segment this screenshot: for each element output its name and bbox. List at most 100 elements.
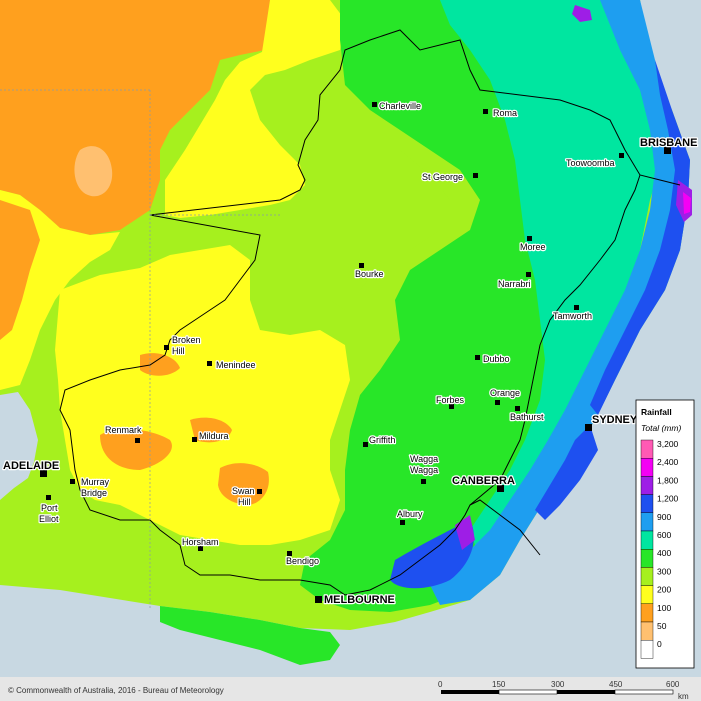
scale-segment-4 bbox=[614, 689, 674, 695]
label-sydney: SYDNEY bbox=[592, 414, 638, 426]
zone-100-200-swanhill bbox=[218, 463, 269, 505]
marker-melbourne bbox=[315, 596, 322, 603]
label-dubbo: Dubbo bbox=[483, 354, 510, 364]
legend-swatch bbox=[640, 621, 654, 641]
marker-swan-hill bbox=[257, 489, 262, 494]
label-horsham: Horsham bbox=[182, 537, 219, 547]
marker-mildura bbox=[192, 437, 197, 442]
footer-band bbox=[0, 677, 701, 701]
border-act bbox=[469, 174, 641, 506]
label-adelaide: ADELAIDE bbox=[3, 460, 59, 472]
label-renmark: Renmark bbox=[105, 425, 142, 435]
zone-100-200-west bbox=[0, 200, 40, 340]
zone-200-300-central bbox=[55, 245, 350, 545]
marker-orange bbox=[495, 400, 500, 405]
zone-100-200-mildura bbox=[190, 417, 232, 443]
legend-label: 900 bbox=[657, 512, 671, 522]
legend: Rainfall Total (mm) 3,200 2,400 1,800 1,200… bbox=[635, 399, 695, 669]
victoria-coast bbox=[160, 606, 340, 665]
label-wagga-1: Wagga bbox=[410, 454, 438, 464]
legend-swatch bbox=[640, 458, 654, 477]
legend-label: 200 bbox=[657, 585, 671, 595]
label-bridge: Bridge bbox=[81, 488, 107, 498]
zone-300-400-inner bbox=[320, 150, 450, 310]
legend-swatch bbox=[640, 494, 654, 514]
scale-bar: 0 150 300 450 600 km bbox=[438, 680, 689, 701]
legend-swatches: 3,200 2,400 1,800 1,200 900 600 400 300 200 100 50… bbox=[640, 439, 679, 659]
zone-200-300-upper bbox=[165, 0, 345, 218]
marker-bendigo bbox=[287, 551, 292, 556]
marker-menindee bbox=[207, 361, 212, 366]
marker-charleville bbox=[372, 102, 377, 107]
marker-albury bbox=[400, 520, 405, 525]
marker-adelaide bbox=[40, 470, 47, 477]
marker-renmark bbox=[135, 438, 140, 443]
marker-murray-bridge bbox=[70, 479, 75, 484]
marker-sydney bbox=[585, 424, 592, 431]
label-canberra: CANBERRA bbox=[452, 475, 515, 487]
scale-segment-3 bbox=[557, 690, 615, 694]
label-melbourne: MELBOURNE bbox=[324, 594, 395, 606]
label-bathurst: Bathurst bbox=[510, 412, 544, 422]
zone-1800-2400-ne bbox=[572, 5, 592, 22]
zone-50-100 bbox=[74, 146, 113, 197]
zone-600-900 bbox=[440, 0, 665, 560]
copyright-text: © Commonwealth of Australia, 2016 - Bure… bbox=[8, 686, 224, 695]
marker-toowoomba bbox=[619, 153, 624, 158]
label-broken: Broken bbox=[172, 335, 201, 345]
legend-swatch bbox=[640, 549, 654, 568]
label-forbes: Forbes bbox=[436, 395, 465, 405]
label-brisbane: BRISBANE bbox=[640, 137, 697, 149]
zone-400-600 bbox=[300, 0, 575, 612]
legend-subtitle: Total (mm) bbox=[641, 423, 681, 433]
legend-label: 1,800 bbox=[657, 475, 679, 485]
label-bendigo: Bendigo bbox=[286, 556, 319, 566]
marker-tamworth bbox=[574, 305, 579, 310]
legend-label: 0 bbox=[657, 639, 662, 649]
zone-2400-3200 bbox=[683, 192, 691, 214]
label-tamworth: Tamworth bbox=[553, 311, 592, 321]
zone-900-1200 bbox=[430, 0, 690, 605]
label-elliot: Elliot bbox=[39, 514, 59, 524]
scale-unit: km bbox=[678, 692, 689, 701]
label-orange: Orange bbox=[490, 388, 520, 398]
marker-bathurst bbox=[515, 406, 520, 411]
label-charleville: Charleville bbox=[379, 101, 421, 111]
label-swan-hill: Hill bbox=[238, 497, 251, 507]
marker-port-elliot bbox=[46, 495, 51, 500]
legend-title: Rainfall bbox=[641, 407, 672, 417]
legend-label: 400 bbox=[657, 548, 671, 558]
scale-tick-450: 450 bbox=[609, 680, 623, 689]
label-murray: Murray bbox=[81, 477, 110, 487]
scale-segment-1 bbox=[441, 690, 499, 694]
label-griffith: Griffith bbox=[369, 435, 395, 445]
marker-roma bbox=[483, 109, 488, 114]
border-qld-nsw bbox=[149, 29, 681, 216]
legend-swatch bbox=[640, 439, 654, 459]
marker-horsham bbox=[198, 546, 203, 551]
legend-swatch bbox=[640, 603, 654, 623]
legend-label: 3,200 bbox=[657, 439, 679, 449]
legend-label: 2,400 bbox=[657, 457, 679, 467]
gulf-water bbox=[0, 392, 38, 500]
legend-swatch bbox=[640, 512, 654, 532]
label-port: Port bbox=[41, 503, 58, 513]
zone-100-200-nw bbox=[0, 0, 280, 235]
scale-tick-0: 0 bbox=[438, 680, 443, 689]
marker-st-george bbox=[473, 173, 478, 178]
marker-canberra bbox=[497, 485, 504, 492]
marker-brisbane bbox=[664, 147, 671, 154]
label-wagga-2: Wagga bbox=[410, 465, 438, 475]
rainfall-zones bbox=[0, 0, 692, 665]
marker-forbes bbox=[449, 404, 454, 409]
scale-segment-2 bbox=[498, 689, 558, 695]
label-albury: Albury bbox=[397, 509, 423, 519]
marker-griffith bbox=[363, 442, 368, 447]
marker-bourke bbox=[359, 263, 364, 268]
label-narrabri: Narrabri bbox=[498, 279, 531, 289]
label-bourke: Bourke bbox=[355, 269, 384, 279]
label-roma: Roma bbox=[493, 108, 517, 118]
place-markers bbox=[40, 102, 671, 603]
scale-tick-300: 300 bbox=[551, 680, 565, 689]
